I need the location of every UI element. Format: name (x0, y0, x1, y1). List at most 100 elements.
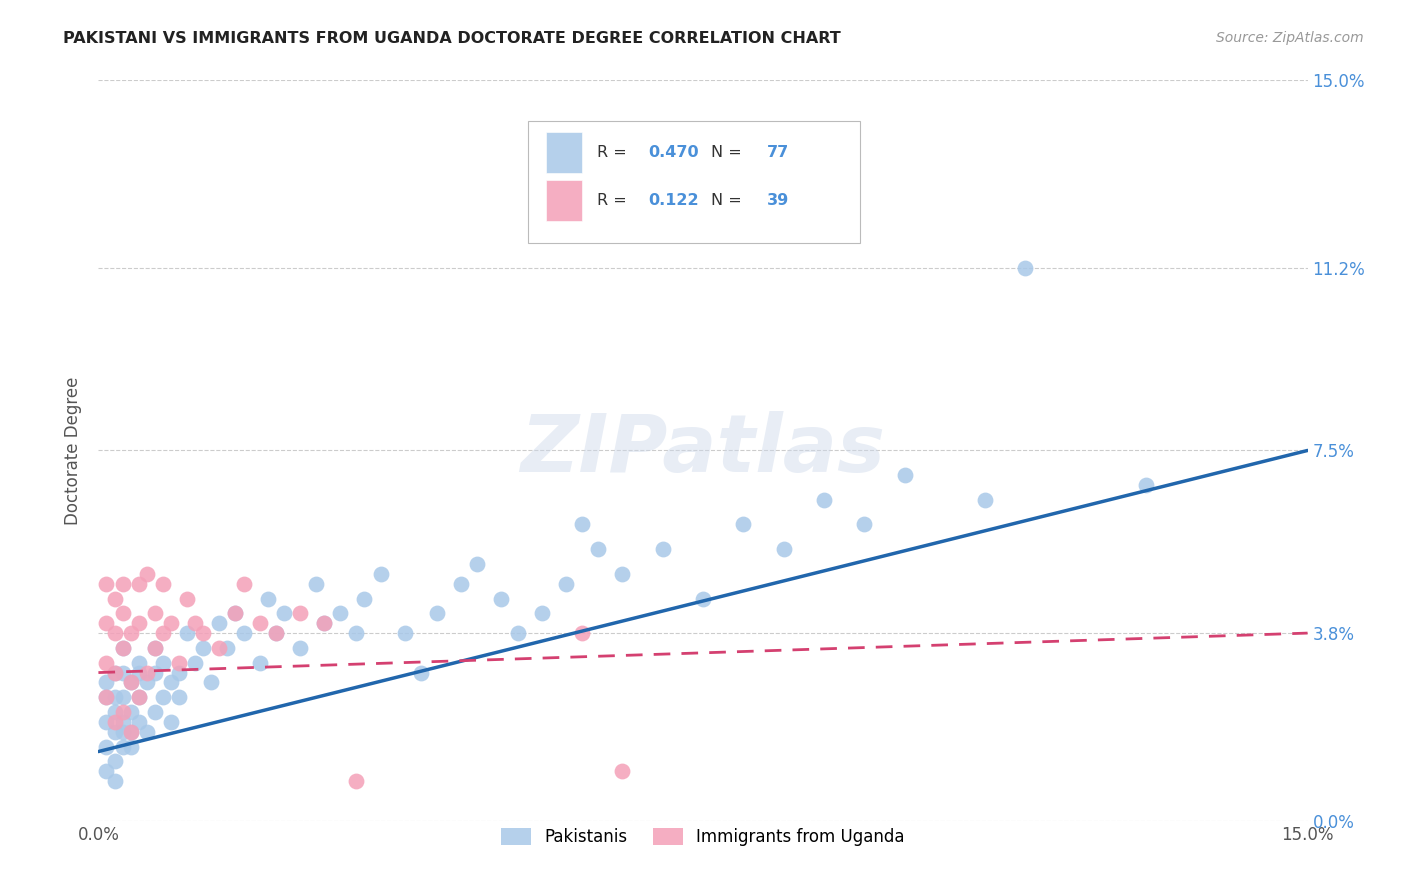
Point (128, 616, 150, 631)
Point (394, 626, 416, 640)
Bar (546, 180, 582, 221)
Point (128, 576, 150, 591)
Point (200, 675, 222, 690)
Point (167, 656, 190, 670)
Point (409, 665, 432, 680)
Point (273, 607, 295, 621)
Point (103, 591, 125, 606)
Point (555, 576, 578, 591)
Point (450, 576, 472, 591)
Text: R =: R = (596, 145, 631, 161)
Point (111, 640, 134, 655)
Point (571, 626, 593, 640)
Point (586, 542, 609, 557)
Point (103, 626, 125, 640)
Point (103, 705, 125, 719)
FancyBboxPatch shape (527, 121, 860, 244)
Point (111, 607, 134, 621)
Point (974, 492, 997, 507)
Text: R =: R = (596, 194, 631, 209)
Point (167, 665, 190, 680)
Point (1014, 260, 1036, 275)
Point (772, 542, 794, 557)
Point (651, 542, 673, 557)
Point (128, 690, 150, 705)
Point (692, 591, 714, 606)
Point (96, 690, 118, 705)
Point (128, 714, 150, 729)
Point (224, 607, 246, 621)
Point (256, 591, 278, 606)
Text: 39: 39 (768, 194, 789, 209)
Point (208, 640, 231, 655)
Point (329, 607, 352, 621)
Point (96, 576, 118, 591)
Point (143, 705, 166, 719)
Point (135, 724, 157, 739)
Point (111, 640, 134, 655)
Point (733, 517, 755, 532)
Point (208, 616, 231, 631)
Point (344, 626, 367, 640)
Point (128, 656, 150, 670)
Point (288, 640, 311, 655)
Text: N =: N = (711, 145, 748, 161)
Point (111, 714, 134, 729)
Point (314, 616, 336, 631)
Point (111, 690, 134, 705)
Y-axis label: Doctorate Degree: Doctorate Degree (65, 376, 83, 524)
Point (120, 675, 142, 690)
Point (120, 724, 142, 739)
Point (426, 607, 449, 621)
Point (120, 675, 142, 690)
Point (152, 576, 174, 591)
Point (249, 616, 271, 631)
Point (370, 566, 392, 581)
Point (111, 665, 134, 680)
Point (506, 626, 529, 640)
Point (96, 675, 118, 690)
Point (176, 591, 198, 606)
Point (314, 616, 336, 631)
Point (103, 755, 125, 769)
Point (143, 607, 166, 621)
Point (96, 690, 118, 705)
Point (160, 616, 183, 631)
Point (853, 517, 876, 532)
Point (96, 714, 118, 729)
Point (217, 640, 239, 655)
Point (96, 764, 118, 779)
Point (103, 665, 125, 680)
Point (152, 626, 174, 640)
Point (120, 626, 142, 640)
Point (103, 774, 125, 789)
Point (143, 640, 166, 655)
Point (344, 774, 367, 789)
Point (120, 724, 142, 739)
Point (184, 616, 207, 631)
Point (612, 764, 634, 779)
Point (103, 714, 125, 729)
Point (160, 714, 183, 729)
Point (96, 616, 118, 631)
Point (135, 665, 157, 680)
Point (135, 675, 157, 690)
Point (111, 705, 134, 719)
Point (491, 591, 513, 606)
Text: ZIPatlas: ZIPatlas (520, 411, 886, 490)
Point (893, 468, 915, 483)
Text: 0.122: 0.122 (648, 194, 699, 209)
Point (1135, 478, 1157, 492)
Bar (546, 132, 582, 173)
Point (813, 492, 835, 507)
Point (353, 591, 375, 606)
Point (111, 724, 134, 739)
Point (465, 557, 488, 571)
Point (193, 640, 215, 655)
Text: N =: N = (711, 194, 748, 209)
Point (249, 656, 271, 670)
Point (530, 607, 553, 621)
Point (96, 656, 118, 670)
Point (232, 626, 254, 640)
Point (152, 690, 174, 705)
